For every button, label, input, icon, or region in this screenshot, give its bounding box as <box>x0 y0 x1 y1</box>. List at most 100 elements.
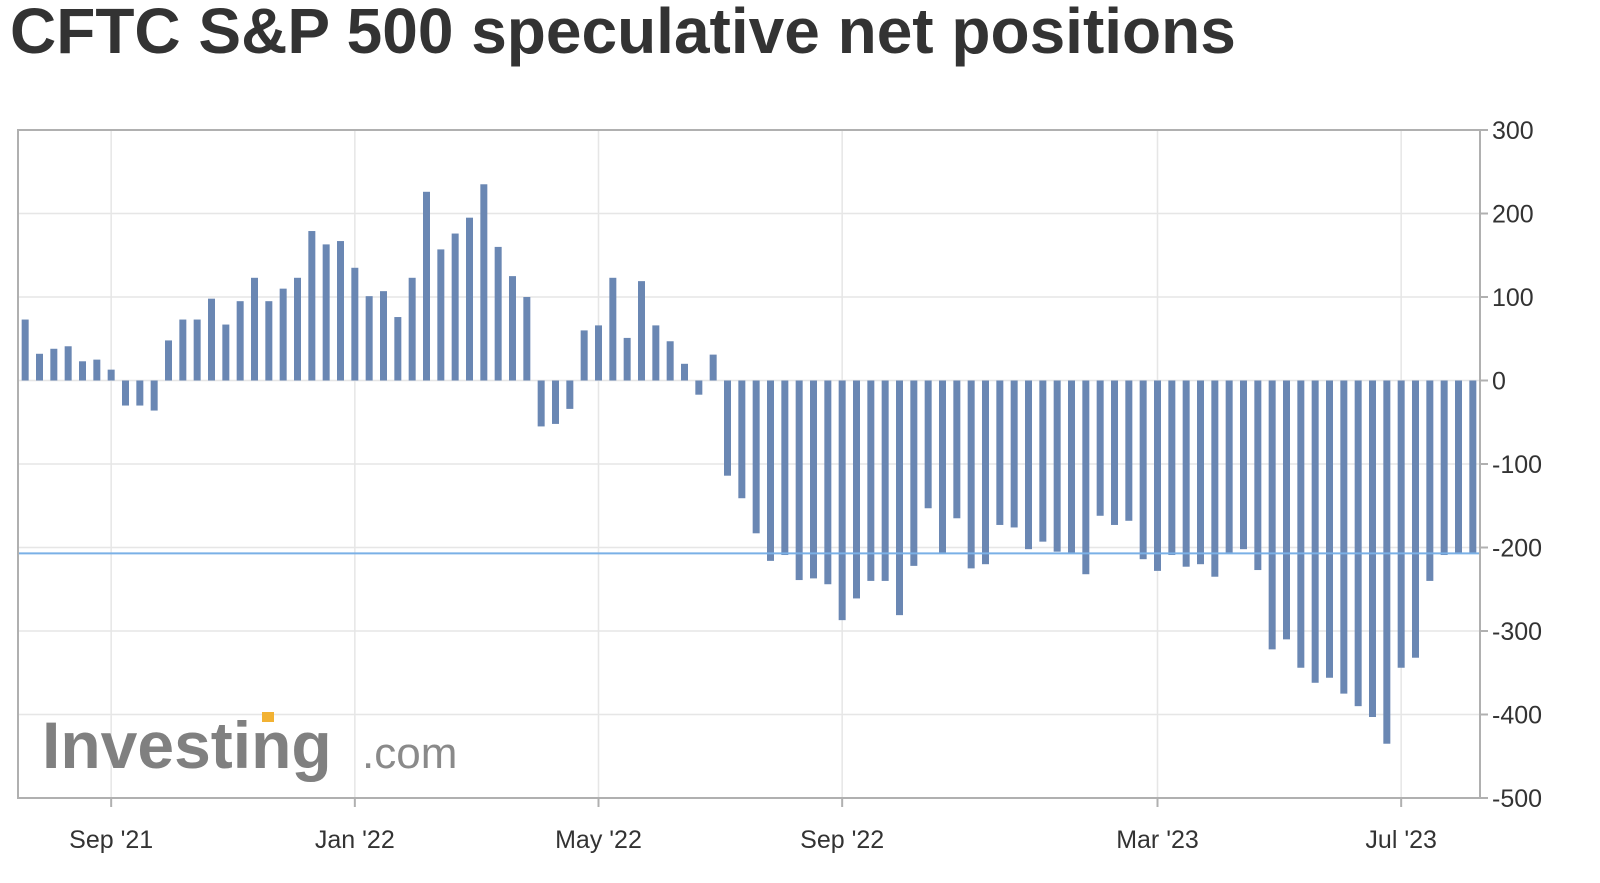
bar <box>1039 380 1047 542</box>
bar <box>322 244 330 381</box>
bar <box>867 380 875 581</box>
bar <box>1010 380 1018 528</box>
bar <box>509 276 516 381</box>
bar <box>136 380 144 406</box>
bar <box>193 319 201 381</box>
x-tick-label: Jul '23 <box>1365 826 1436 854</box>
bar <box>1053 380 1061 552</box>
y-tick-label: 300 <box>1492 117 1534 145</box>
bar <box>853 380 860 599</box>
bar <box>767 380 774 561</box>
bar <box>1440 380 1448 556</box>
bar <box>695 380 703 395</box>
bar <box>1426 380 1434 581</box>
bar <box>738 380 746 499</box>
bar <box>1125 380 1133 521</box>
bar <box>580 330 588 381</box>
bar <box>1412 380 1419 658</box>
bar <box>1254 380 1262 571</box>
bar <box>394 317 402 381</box>
bar <box>1469 380 1477 554</box>
bars <box>21 184 1477 744</box>
bar <box>1455 380 1462 554</box>
bar <box>1297 380 1305 668</box>
bar <box>523 297 531 381</box>
bar <box>1068 380 1075 554</box>
bar <box>724 380 731 476</box>
bar <box>795 380 803 581</box>
bar <box>308 231 316 381</box>
bar <box>996 380 1004 525</box>
bar <box>1096 380 1104 516</box>
bar <box>638 281 645 381</box>
logo-suffix-text: .com <box>362 729 457 778</box>
x-tick-label: Sep '22 <box>800 826 884 854</box>
x-tick-label: Jan '22 <box>315 826 395 854</box>
bar <box>1025 380 1032 550</box>
bar <box>36 353 43 381</box>
bar <box>1182 380 1190 567</box>
bar <box>79 361 86 381</box>
bar <box>652 325 660 381</box>
bar <box>609 277 617 381</box>
bar <box>251 277 258 381</box>
bar <box>752 380 760 534</box>
bar <box>107 369 115 381</box>
logo-accent-mark <box>262 712 274 722</box>
bar <box>1168 380 1176 556</box>
bar <box>1240 380 1247 550</box>
bar <box>380 291 387 381</box>
bar <box>709 354 717 381</box>
bar <box>1211 380 1219 577</box>
bar <box>552 380 559 424</box>
y-axis-ticks: 300 200 100 0 -100 -200 -300 -400 -500 <box>1480 117 1542 813</box>
y-tick-label: -500 <box>1492 785 1542 813</box>
y-tick-label: -100 <box>1492 451 1542 479</box>
bar <box>595 325 602 381</box>
bar <box>896 380 903 616</box>
bar <box>1383 380 1391 744</box>
bar <box>279 288 287 381</box>
bar <box>365 296 373 381</box>
bar <box>236 301 244 381</box>
y-tick-label: -200 <box>1492 535 1542 563</box>
bar <box>423 191 430 381</box>
logo-brand-text: Investing <box>42 708 332 782</box>
bar <box>179 319 187 381</box>
y-tick-label: -300 <box>1492 618 1542 646</box>
bar <box>466 217 473 381</box>
x-tick-label: May '22 <box>555 826 642 854</box>
x-tick-label: Sep '21 <box>69 826 153 854</box>
bar <box>1311 380 1319 683</box>
bar <box>953 380 961 519</box>
bar <box>1225 380 1233 553</box>
bar <box>1111 380 1118 525</box>
bar <box>982 380 989 565</box>
bar <box>494 246 502 381</box>
bar <box>451 233 459 381</box>
bar <box>64 346 72 381</box>
y-tick-label: 200 <box>1492 201 1534 229</box>
bar <box>1197 380 1204 565</box>
bar <box>1369 380 1376 718</box>
bar <box>122 380 129 406</box>
bar <box>566 380 574 409</box>
bar <box>666 341 674 381</box>
bar <box>1354 380 1362 707</box>
bar <box>1283 380 1290 640</box>
bar <box>810 380 817 579</box>
bar <box>967 380 975 569</box>
x-tick-label: Mar '23 <box>1116 826 1199 854</box>
bar <box>408 277 416 381</box>
bar <box>1082 380 1090 575</box>
bar <box>437 249 445 381</box>
bar <box>939 380 946 554</box>
bar <box>208 298 215 381</box>
bar <box>824 380 832 585</box>
x-axis-ticks: Sep '21 Jan '22 May '22 Sep '22 Mar '23 Jul '… <box>69 798 1437 854</box>
bar <box>50 348 58 381</box>
bar <box>537 380 545 427</box>
bar <box>1139 380 1147 560</box>
bar <box>265 301 273 381</box>
investing-logo: Investing .com <box>42 708 457 782</box>
